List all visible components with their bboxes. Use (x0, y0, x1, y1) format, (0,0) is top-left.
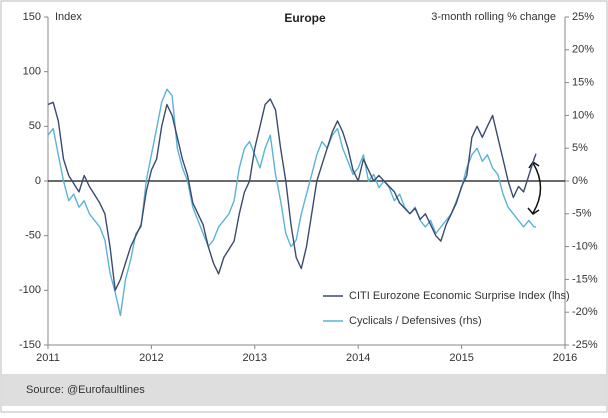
legend-label: Cyclicals / Defensives (rhs) (349, 315, 482, 327)
x-tick-label: 2014 (346, 352, 370, 364)
y2-tick-label: 20% (572, 44, 594, 56)
source: Source: @Eurofaultlines (26, 384, 145, 396)
y2-tick-label: -5% (572, 208, 592, 220)
y2-tick-label: -10% (572, 241, 598, 253)
x-tick-label: 2016 (553, 352, 577, 364)
series-line (47, 98, 537, 291)
y2-tick-label: 25% (572, 11, 594, 23)
y2-tick-label: 5% (572, 142, 588, 154)
y2-tick-label: -20% (572, 306, 598, 318)
y-axis-label: Index (55, 11, 82, 23)
y2-tick-label: 15% (572, 77, 594, 89)
footer (2, 374, 606, 406)
x-tick-label: 2011 (36, 352, 60, 364)
y2-axis-label: 3-month rolling % change (431, 11, 556, 23)
y-tick-label: 150 (23, 11, 41, 23)
y2-tick-label: -25% (572, 339, 598, 351)
y-tick-label: -150 (19, 339, 41, 351)
y-tick-label: -50 (25, 230, 41, 242)
y-tick-label: 50 (29, 120, 41, 132)
x-tick-label: 2015 (449, 352, 473, 364)
y-tick-label: 0 (35, 175, 41, 187)
y2-tick-label: 0% (572, 175, 588, 187)
y-tick-label: -100 (19, 284, 41, 296)
y2-tick-label: -15% (572, 273, 598, 285)
legend-label: CITI Eurozone Economic Surprise Index (l… (349, 290, 570, 302)
x-tick-label: 2012 (139, 352, 163, 364)
chart-title: Europe (284, 11, 326, 25)
x-tick-label: 2013 (243, 352, 267, 364)
y2-tick-label: 10% (572, 109, 594, 121)
y-tick-label: 100 (23, 66, 41, 78)
